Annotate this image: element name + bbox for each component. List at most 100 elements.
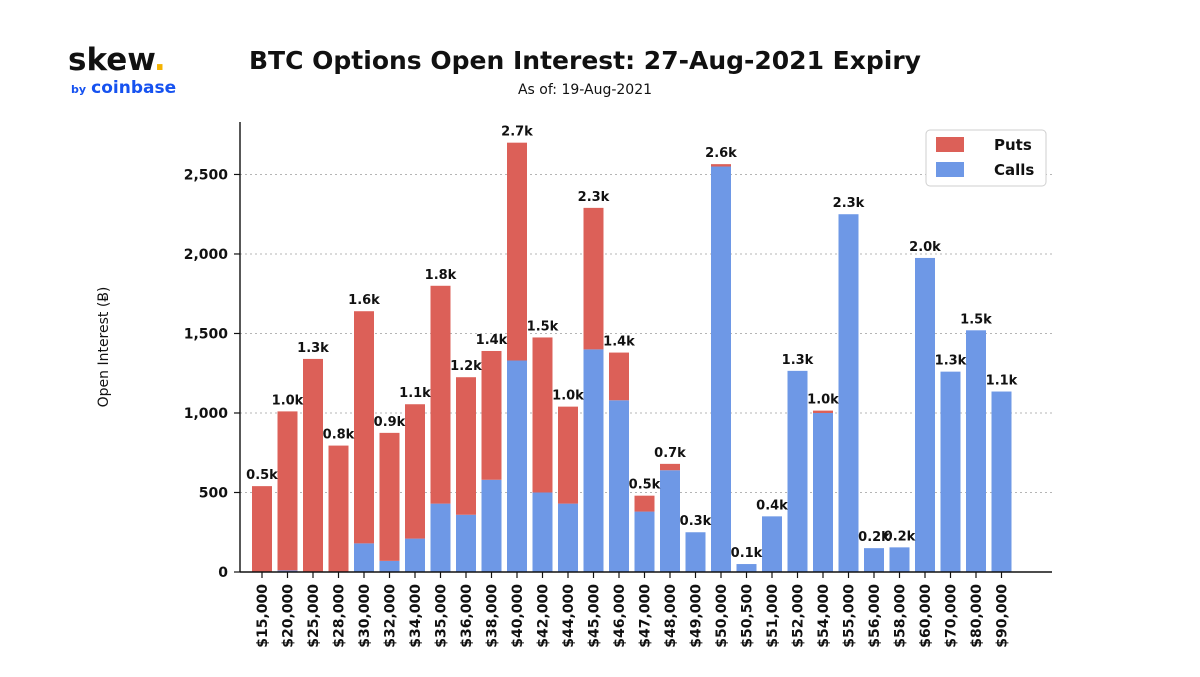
x-tick-label: $70,000: [944, 584, 960, 648]
legend-label: Calls: [994, 161, 1034, 179]
y-tick-label: 1,000: [184, 406, 229, 422]
data-label: 0.5k: [629, 478, 661, 493]
calls-bar: [838, 214, 859, 573]
calls-bar: [405, 538, 425, 572]
chart-subtitle: As of: 19-Aug-2021: [517, 82, 653, 98]
x-tick-label: $48,000: [663, 584, 679, 648]
calls-bar: [915, 257, 935, 572]
puts-bar: [813, 410, 833, 413]
calls-bar: [685, 532, 706, 572]
calls-bar: [558, 503, 578, 572]
x-tick-label: $47,000: [638, 584, 654, 648]
puts-bar: [583, 207, 604, 350]
data-label: 0.1k: [731, 546, 763, 561]
data-label: 1.3k: [782, 353, 814, 368]
puts-bar: [430, 285, 451, 504]
logo-subline: by coinbase: [71, 79, 176, 99]
puts-bar: [532, 337, 553, 493]
calls-bar: [583, 349, 604, 572]
puts-bar: [277, 411, 298, 571]
data-label: 1.5k: [527, 319, 559, 334]
data-label: 1.3k: [935, 354, 967, 369]
calls-bar: [277, 570, 298, 572]
calls-bar: [813, 412, 833, 572]
logo-word-text: skew: [68, 42, 154, 78]
x-tick-label: $45,000: [587, 584, 603, 648]
x-tick-label: $51,000: [765, 584, 781, 648]
y-tick-label: 2,000: [184, 247, 229, 263]
data-label: 0.8k: [323, 428, 355, 443]
x-tick-label: $80,000: [969, 584, 985, 648]
y-tick-label: 500: [199, 485, 228, 501]
calls-bar: [660, 470, 680, 572]
calls-bar: [736, 564, 757, 572]
data-label: 0.4k: [756, 498, 788, 513]
calls-bar: [711, 166, 731, 573]
data-label: 1.0k: [807, 393, 839, 408]
y-tick-label: 1,500: [184, 326, 229, 342]
x-tick-label: $38,000: [485, 584, 501, 648]
calls-bar: [991, 391, 1012, 572]
data-labels: 0.5k 1.0k 1.3k 0.8k 1.6k 0.9k 1.1k 1.8k 1.2k 1.4k…: [246, 125, 1018, 561]
puts-bar: [252, 486, 272, 572]
calls-bar: [966, 330, 986, 572]
calls-bar: [456, 514, 476, 572]
calls-bar: [507, 360, 527, 572]
x-tick-label: $42,000: [536, 584, 552, 648]
x-tick-label: $44,000: [561, 584, 577, 648]
data-label: 1.2k: [450, 359, 482, 374]
x-tick-label: $34,000: [408, 584, 424, 648]
data-label: 0.9k: [374, 415, 406, 430]
data-label: 1.0k: [272, 393, 304, 408]
data-label: 1.8k: [425, 268, 457, 283]
data-label: 0.2k: [884, 529, 916, 544]
data-label: 1.1k: [399, 386, 431, 401]
y-tick-label: 2,500: [184, 167, 229, 183]
calls-bar: [864, 548, 884, 572]
calls-bar: [354, 543, 374, 572]
calls-bar: [762, 516, 782, 572]
axes: 0 500 1,000 1,500 2,000 2,500 $15,000 $20,000 $2…: [96, 122, 1052, 648]
x-tick-label: $36,000: [459, 584, 475, 648]
x-tick-label: $50,000: [714, 584, 730, 648]
data-label: 1.1k: [986, 374, 1018, 389]
puts-bar: [609, 352, 629, 401]
puts-bar: [660, 463, 680, 471]
data-label: 1.3k: [297, 341, 329, 356]
puts-bar: [405, 404, 425, 539]
puts-bar: [481, 350, 502, 480]
data-label: 0.5k: [246, 468, 278, 483]
data-label: 1.6k: [348, 293, 380, 308]
x-tick-label: $40,000: [510, 584, 526, 648]
data-label: 0.3k: [680, 514, 712, 529]
data-label: 1.0k: [552, 389, 584, 404]
x-tick-label: $56,000: [867, 584, 883, 648]
puts-bar: [354, 311, 374, 544]
x-tick-label: $20,000: [281, 584, 297, 648]
puts-bar: [303, 358, 323, 572]
puts-bar: [379, 432, 400, 561]
data-label: 2.6k: [705, 146, 737, 161]
x-tick-label: $50,500: [740, 584, 756, 648]
data-label: 2.3k: [833, 196, 865, 211]
puts-bar: [634, 495, 655, 512]
x-tick-label: $60,000: [918, 584, 934, 648]
calls-bar: [889, 547, 910, 572]
puts-bar: [711, 164, 731, 167]
logo-dot: .: [153, 42, 166, 78]
logo-by-text: by: [71, 83, 87, 96]
x-tick-label: $49,000: [689, 584, 705, 648]
data-label: 1.5k: [960, 312, 992, 327]
legend-swatch: [936, 162, 964, 177]
x-tick-label: $55,000: [842, 584, 858, 648]
y-axis-title: Open Interest (Ƀ): [96, 287, 112, 408]
legend-swatch: [936, 137, 964, 152]
x-tick-label: $32,000: [383, 584, 399, 648]
logo-brand-text: coinbase: [91, 78, 177, 98]
legend-label: Puts: [994, 136, 1032, 154]
puts-bar: [456, 377, 476, 515]
logo-wordmark: skew.: [68, 44, 166, 76]
x-tick-label: $35,000: [434, 584, 450, 648]
x-tick-label: $54,000: [816, 584, 832, 648]
calls-bar: [634, 511, 655, 572]
